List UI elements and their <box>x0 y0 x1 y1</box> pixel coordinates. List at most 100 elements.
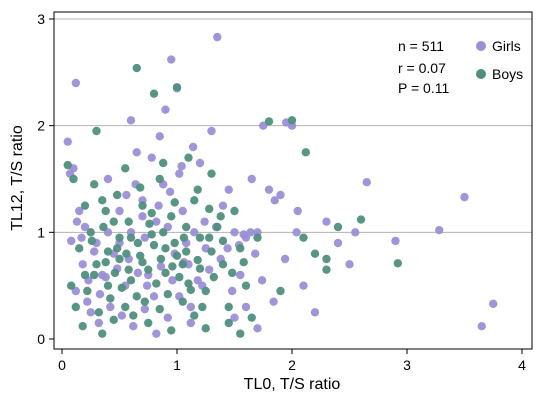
point-girls-115 <box>72 217 82 226</box>
point-boys-110 <box>87 236 97 246</box>
point-boys-51 <box>144 318 153 328</box>
point-boys-59 <box>115 233 124 242</box>
point-boys-17 <box>161 244 170 253</box>
point-boys-1 <box>69 174 78 184</box>
point-girls-24 <box>167 55 176 64</box>
point-boys-95 <box>78 322 87 331</box>
point-boys-0 <box>63 160 72 170</box>
point-boys-91 <box>186 285 195 295</box>
point-girls-99 <box>122 190 131 200</box>
point-boys-22 <box>190 196 199 205</box>
point-boys-118 <box>179 233 189 242</box>
axes: 0 1 2 3 0 1 2 3 4 <box>37 11 533 373</box>
point-boys-12 <box>132 63 141 73</box>
point-boys-105 <box>193 255 202 265</box>
point-girls-91 <box>142 281 152 290</box>
point-boys-56 <box>201 324 210 333</box>
point-girls-79 <box>117 311 127 320</box>
point-boys-2 <box>75 244 84 253</box>
point-girls-75 <box>251 249 260 258</box>
x-tick-label-1: 1 <box>173 357 181 373</box>
point-girls-36 <box>218 201 228 210</box>
point-girls-0 <box>67 236 76 246</box>
point-boys-68 <box>218 236 228 246</box>
point-girls-81 <box>140 304 149 314</box>
point-girls-90 <box>133 268 143 278</box>
point-boys-41 <box>356 215 366 224</box>
point-boys-67 <box>207 247 216 256</box>
point-boys-19 <box>172 83 182 92</box>
point-boys-89 <box>163 290 172 299</box>
annotation-p: P = 0.11 <box>398 80 449 96</box>
point-boys-8 <box>109 217 118 226</box>
point-boys-29 <box>230 206 239 216</box>
y-axis-title: TL12, T/S ratio <box>9 125 26 231</box>
point-boys-36 <box>299 233 308 242</box>
point-girls-10 <box>103 174 113 184</box>
point-girls-54 <box>345 260 354 269</box>
point-girls-109 <box>246 228 255 237</box>
point-girls-53 <box>333 238 343 248</box>
annotation-r: r = 0.07 <box>398 60 446 76</box>
point-girls-37 <box>224 185 233 194</box>
point-girls-30 <box>186 302 195 312</box>
point-girls-44 <box>264 185 274 194</box>
point-girls-77 <box>94 318 104 328</box>
point-boys-115 <box>145 219 154 228</box>
point-boys-109 <box>239 258 248 267</box>
point-girls-43 <box>259 121 268 130</box>
point-boys-57 <box>92 260 101 269</box>
point-girls-73 <box>228 286 237 296</box>
point-girls-118 <box>95 290 105 299</box>
point-boys-25 <box>207 169 216 178</box>
point-boys-6 <box>98 196 107 205</box>
point-girls-97 <box>101 272 110 282</box>
point-boys-94 <box>67 281 76 290</box>
point-boys-30 <box>236 244 245 253</box>
point-girls-107 <box>223 244 232 253</box>
point-girls-76 <box>86 308 95 317</box>
point-girls-71 <box>205 265 214 274</box>
point-girls-103 <box>177 162 186 171</box>
point-boys-38 <box>310 249 320 258</box>
point-boys-58 <box>103 247 113 256</box>
legend-label-boys: Boys <box>492 66 523 82</box>
point-boys-18 <box>167 212 176 221</box>
point-boys-106 <box>205 233 214 242</box>
point-girls-63 <box>241 302 251 312</box>
point-boys-71 <box>101 206 110 216</box>
point-girls-17 <box>140 233 149 242</box>
x-tick-label-2: 2 <box>288 357 296 373</box>
point-girls-112 <box>280 254 290 264</box>
point-girls-64 <box>230 313 239 322</box>
point-boys-84 <box>106 294 115 303</box>
x-tick-label-3: 3 <box>403 357 411 373</box>
point-girls-101 <box>154 201 163 210</box>
point-boys-54 <box>178 297 187 306</box>
point-boys-70 <box>90 180 99 189</box>
point-boys-37 <box>301 148 310 157</box>
point-girls-93 <box>168 276 177 285</box>
point-boys-85 <box>117 283 127 292</box>
point-girls-78 <box>106 302 115 312</box>
point-boys-103 <box>170 238 179 248</box>
point-boys-65 <box>184 279 193 288</box>
point-boys-96 <box>90 270 99 280</box>
point-boys-31 <box>241 281 251 290</box>
point-boys-76 <box>159 158 168 168</box>
point-boys-88 <box>152 279 161 288</box>
point-girls-31 <box>190 228 199 237</box>
y-tick-label-0: 0 <box>37 331 45 347</box>
point-girls-113 <box>292 228 301 237</box>
point-boys-97 <box>101 258 110 267</box>
legend-marker-boys <box>476 69 486 79</box>
point-boys-55 <box>190 311 199 320</box>
point-girls-102 <box>165 187 175 196</box>
point-boys-46 <box>224 318 233 328</box>
point-girls-92 <box>156 262 166 271</box>
point-boys-102 <box>159 228 168 237</box>
point-boys-7 <box>103 281 113 290</box>
point-girls-104 <box>188 142 198 152</box>
point-girls-39 <box>236 270 245 280</box>
point-boys-80 <box>205 204 214 214</box>
